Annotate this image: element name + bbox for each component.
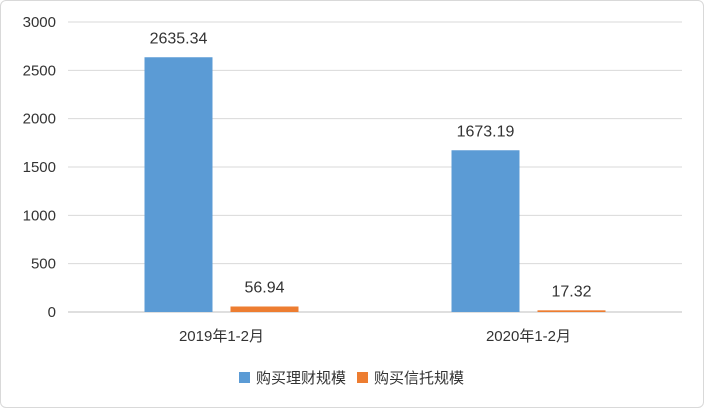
x-category-label: 2019年1-2月 (179, 328, 264, 345)
y-tick-label: 2500 (23, 62, 56, 79)
legend-swatch (357, 372, 368, 383)
y-tick-label: 0 (48, 304, 56, 321)
data-label: 17.32 (551, 283, 591, 300)
legend-label: 购买信托规模 (374, 370, 464, 387)
legend-label: 购买理财规模 (256, 370, 346, 387)
y-tick-label: 1500 (23, 159, 56, 176)
bar (230, 306, 299, 312)
y-tick-label: 2000 (23, 111, 56, 128)
x-category-label: 2020年1-2月 (486, 328, 571, 345)
data-label: 2635.34 (150, 30, 208, 47)
bar (451, 150, 520, 312)
bar (537, 310, 606, 312)
y-tick-label: 1000 (23, 207, 56, 224)
legend-swatch (239, 372, 250, 383)
bar (144, 57, 213, 313)
y-tick-label: 3000 (23, 14, 56, 31)
data-label: 1673.19 (457, 123, 515, 140)
y-tick-label: 500 (31, 256, 56, 273)
data-label: 56.94 (244, 279, 284, 296)
